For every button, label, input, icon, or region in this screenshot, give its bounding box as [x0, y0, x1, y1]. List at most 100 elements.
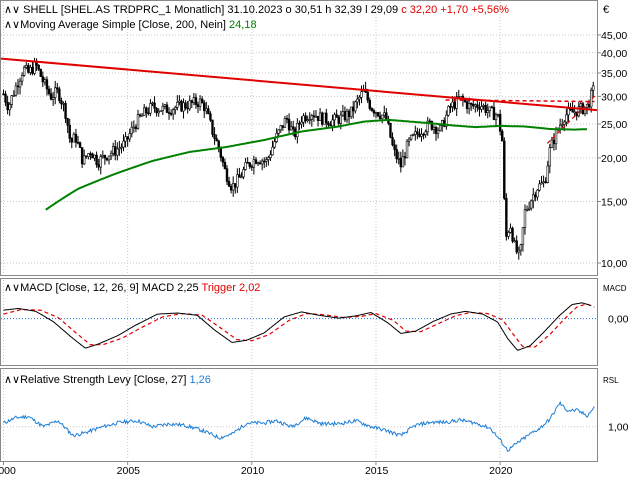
- candle-body: [327, 122, 330, 126]
- panel-borders: [0, 0, 598, 462]
- candle-body: [47, 88, 51, 94]
- candle-body: [14, 85, 18, 96]
- candle-body: [343, 111, 347, 121]
- rsl-line: [3, 400, 595, 452]
- ma-legend-label: Moving Average Simple [Close, 200, Nein]: [20, 19, 226, 31]
- candle-body: [174, 107, 177, 110]
- candle-body: [527, 207, 531, 210]
- candle-body: [256, 162, 260, 165]
- candle-body: [287, 118, 291, 131]
- candle-body: [428, 120, 431, 123]
- candle-body: [39, 68, 42, 77]
- rsl-legend-icon: ∧∨: [4, 374, 20, 386]
- candle-body: [492, 107, 496, 121]
- candle-body: [360, 91, 363, 98]
- candle-body: [325, 112, 328, 124]
- candle-body: [10, 95, 13, 105]
- candle-body: [277, 129, 280, 134]
- candle-body: [120, 146, 123, 149]
- candle-body: [16, 85, 20, 88]
- candle-body: [312, 115, 316, 118]
- candle-body: [585, 104, 589, 108]
- candle-body: [70, 138, 73, 143]
- candle-body: [279, 125, 282, 131]
- candle-body: [335, 114, 338, 118]
- candle-body: [49, 93, 53, 100]
- candle-body: [82, 155, 86, 165]
- candle-body: [45, 79, 49, 90]
- macd-legend-macd-label: MACD: [142, 282, 174, 294]
- candle-body: [265, 159, 268, 162]
- candle-body: [488, 106, 492, 111]
- candle-body: [176, 101, 179, 108]
- candle-body: [320, 112, 324, 125]
- candle-body: [109, 152, 113, 157]
- x-axis-labels: 2000 2005 2010 2015 2020: [0, 461, 513, 477]
- candle-body: [399, 157, 403, 168]
- candle-body: [438, 125, 442, 131]
- header-date: 31.10.2023: [227, 4, 282, 16]
- candle-body: [143, 107, 146, 116]
- candle-body: [58, 88, 61, 101]
- candle-body: [366, 91, 369, 101]
- candle-body: [190, 100, 194, 103]
- candle-body: [33, 61, 36, 74]
- candle-body: [420, 133, 423, 137]
- candle-body: [513, 240, 516, 243]
- candle-body: [393, 144, 396, 150]
- candle-body: [211, 119, 214, 135]
- x-tick-label: 2020: [489, 465, 513, 477]
- candle-body: [587, 104, 591, 108]
- candle-body: [281, 125, 285, 128]
- candle-body: [215, 138, 218, 142]
- candle-body: [507, 232, 510, 237]
- candle-body: [132, 126, 136, 129]
- candle-body: [534, 194, 537, 198]
- candle-body: [236, 174, 239, 188]
- candle-body: [567, 108, 570, 116]
- candle-body: [289, 126, 293, 131]
- candle-body: [198, 98, 202, 107]
- candle-body: [517, 249, 520, 253]
- candle-body: [12, 94, 16, 97]
- candle-body: [248, 162, 251, 167]
- candle-body: [178, 100, 181, 103]
- candle-body: [105, 157, 109, 161]
- candle-body: [267, 157, 270, 160]
- candle-body: [56, 87, 59, 90]
- resistance-line: [445, 99, 595, 103]
- price-y-tick-label: 30,00: [601, 91, 627, 103]
- trendline: [0, 57, 598, 112]
- price-y-tick-label: 10,00: [601, 258, 627, 270]
- candle-body: [563, 121, 566, 125]
- candle-body: [157, 110, 160, 114]
- candle-body: [426, 120, 429, 133]
- candle-body: [544, 181, 547, 184]
- macd-legend-icon: ∧∨: [4, 282, 20, 294]
- candle-body: [565, 114, 568, 123]
- candle-body: [412, 134, 415, 136]
- candle-body: [498, 113, 502, 132]
- candle-body: [542, 181, 545, 184]
- candle-body: [74, 133, 78, 143]
- candle-body: [107, 155, 111, 161]
- candle-body: [134, 126, 138, 129]
- candle-body: [333, 114, 336, 121]
- candle-body: [167, 112, 171, 114]
- candle-body: [296, 122, 299, 138]
- candle-body: [124, 136, 127, 142]
- candle-body: [503, 140, 506, 199]
- candle-body: [103, 154, 107, 159]
- candle-body: [99, 156, 102, 168]
- price-panel-header: ∧∨ SHELL [SHEL.AS TRDPRC_1 Monatlich] 31…: [4, 4, 509, 16]
- candle-body: [484, 105, 487, 113]
- candle-body: [159, 110, 162, 113]
- candle-body: [552, 139, 556, 145]
- candle-body: [422, 133, 425, 136]
- candle-body: [370, 108, 374, 111]
- header-close-label: c: [401, 4, 407, 16]
- candle-body: [87, 153, 90, 157]
- candle-body: [136, 114, 140, 129]
- candle-body: [480, 106, 483, 110]
